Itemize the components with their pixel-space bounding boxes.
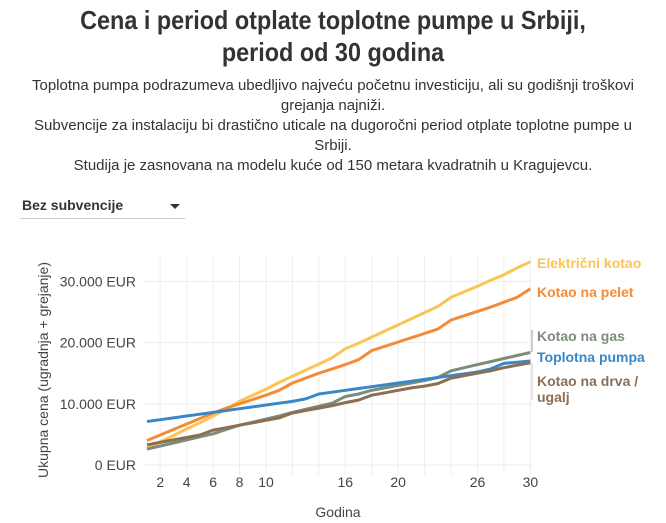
series-label: Kotao na drva / xyxy=(537,373,638,389)
dropdown-value: Bez subvencije xyxy=(22,197,124,213)
chart-subtitle: Toplotna pumpa podrazumeva ubedljivo naj… xyxy=(20,76,646,176)
x-tick-label: 16 xyxy=(338,474,354,490)
x-tick-label: 6 xyxy=(209,474,217,490)
series-line xyxy=(146,359,531,423)
y-tick-label: 20.000 EUR xyxy=(60,335,136,351)
series-line xyxy=(146,350,531,451)
chevron-down-icon xyxy=(170,204,180,209)
y-tick-label: 10.000 EUR xyxy=(60,396,136,412)
series-line xyxy=(146,260,532,450)
series-label: Toplotna pumpa xyxy=(537,349,645,365)
subtitle-line: Studija je zasnovana na modelu kuće od 1… xyxy=(73,157,593,174)
y-tick-label: 0 EUR xyxy=(95,457,136,473)
x-tick-label: 2 xyxy=(156,474,164,490)
y-tick-label: 30.000 EUR xyxy=(60,273,136,289)
x-tick-label: 10 xyxy=(258,474,274,490)
series-label: Električni kotao xyxy=(537,255,641,271)
subsidy-dropdown[interactable]: Bez subvencije xyxy=(20,192,185,219)
chart-title: Cena i period otplate toplotne pumpe u S… xyxy=(80,5,586,67)
series-label: Kotao na gas xyxy=(537,328,625,344)
series-label: Kotao na pelet xyxy=(537,284,634,300)
x-tick-label: 4 xyxy=(183,474,191,490)
subtitle-line: Subvencije za instalaciju bi drastično u… xyxy=(34,117,637,154)
subtitle-line: Toplotna pumpa podrazumeva ubedljivo naj… xyxy=(31,77,639,114)
y-axis-label: Ukupna cena (ugradnja + grejanje) xyxy=(35,262,51,478)
series-label: ugalj xyxy=(537,389,570,405)
x-axis-label: Godina xyxy=(315,504,360,520)
x-tick-label: 20 xyxy=(390,474,406,490)
series-line xyxy=(146,361,531,447)
x-tick-label: 26 xyxy=(470,474,486,490)
x-tick-label: 8 xyxy=(236,474,244,490)
x-tick-label: 30 xyxy=(523,474,539,490)
